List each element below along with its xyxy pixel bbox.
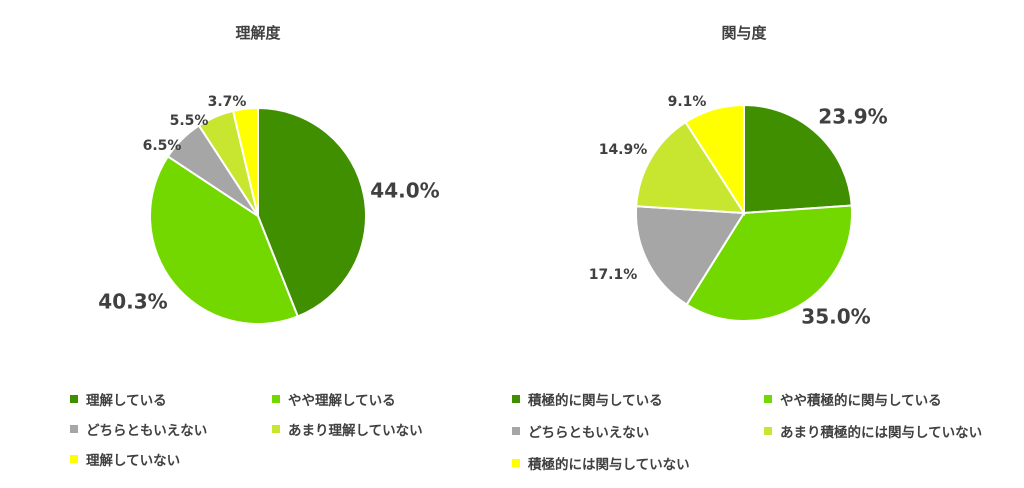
legend-label: あまり積極的には関与していない bbox=[780, 425, 983, 441]
pie-slice bbox=[149, 155, 300, 325]
data-label: 6.5% bbox=[143, 138, 182, 154]
pie-slice bbox=[635, 205, 746, 306]
legend-label: 積極的には関与していない bbox=[528, 457, 690, 473]
data-label: 5.5% bbox=[170, 113, 209, 129]
legend-label: 積極的に関与している bbox=[528, 393, 663, 409]
legend-item: あまり積極的には関与していない bbox=[764, 421, 982, 441]
legend-swatch bbox=[512, 459, 520, 467]
legend-item: あまり理解していない bbox=[272, 419, 423, 439]
chart-title: 関与度 bbox=[721, 24, 767, 42]
legend-swatch bbox=[70, 455, 78, 463]
data-label: 14.9% bbox=[599, 142, 648, 158]
pie-slice bbox=[231, 106, 259, 217]
data-label: 44.0% bbox=[370, 179, 439, 203]
data-label: 40.3% bbox=[98, 290, 167, 314]
legend-item: 理解している bbox=[70, 389, 167, 409]
legend-label: どちらともいえない bbox=[86, 423, 208, 439]
legend-item: やや理解している bbox=[272, 389, 396, 409]
data-label: 17.1% bbox=[589, 267, 638, 283]
data-label: 23.9% bbox=[818, 105, 887, 129]
data-label: 9.1% bbox=[668, 94, 707, 110]
legend-label: どちらともいえない bbox=[528, 425, 650, 441]
legend-item: どちらともいえない bbox=[70, 419, 207, 439]
legend-swatch bbox=[512, 427, 520, 435]
legend-swatch bbox=[70, 395, 78, 403]
data-label: 3.7% bbox=[208, 94, 247, 110]
pie-slice bbox=[743, 103, 853, 215]
legend-swatch bbox=[272, 425, 280, 433]
chart-title: 理解度 bbox=[235, 24, 281, 42]
legend-item: 積極的に関与している bbox=[512, 389, 663, 409]
legend-swatch bbox=[70, 425, 78, 433]
legend-item: どちらともいえない bbox=[512, 421, 649, 441]
data-label: 35.0% bbox=[801, 305, 870, 329]
pie-slice bbox=[685, 204, 853, 322]
legend-label: やや理解している bbox=[288, 393, 396, 409]
legend-swatch bbox=[272, 395, 280, 403]
legend-label: 理解していない bbox=[86, 453, 181, 469]
legend-swatch bbox=[764, 427, 772, 435]
pie-slice bbox=[635, 120, 746, 215]
legend-swatch bbox=[512, 395, 520, 403]
legend-label: やや積極的に関与している bbox=[780, 393, 942, 409]
pie-slice bbox=[257, 106, 368, 318]
legend-item: やや積極的に関与している bbox=[764, 389, 942, 409]
legend-label: あまり理解していない bbox=[288, 423, 423, 439]
legend-item: 積極的には関与していない bbox=[512, 453, 690, 473]
legend-swatch bbox=[764, 395, 772, 403]
pie-slice bbox=[684, 103, 745, 217]
legend-label: 理解している bbox=[86, 393, 167, 409]
legend-item: 理解していない bbox=[70, 449, 180, 469]
